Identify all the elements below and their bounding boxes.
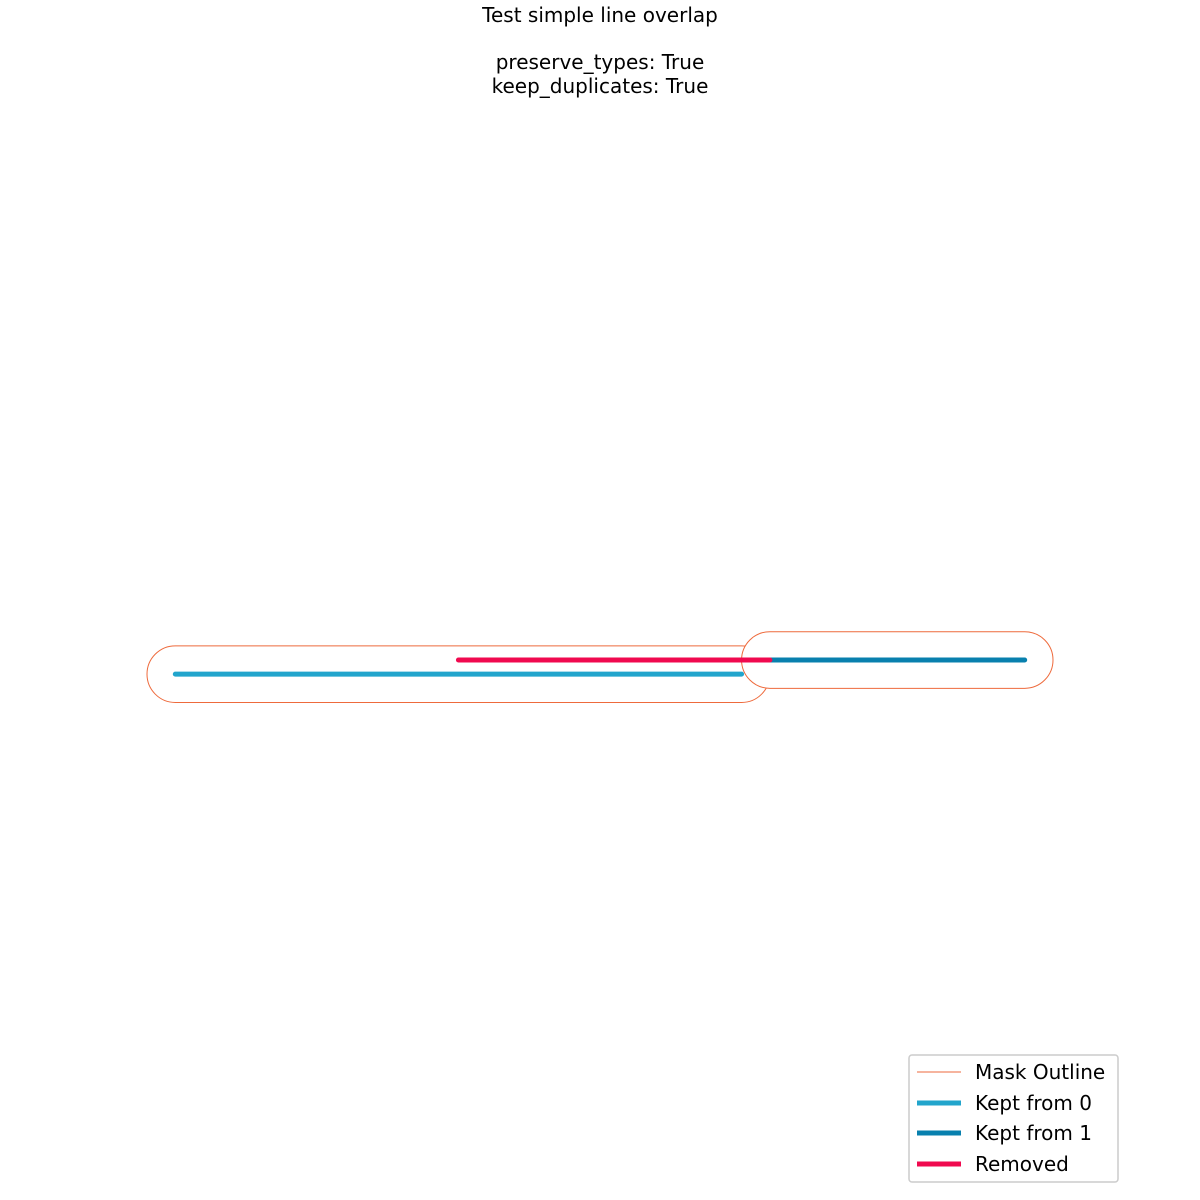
- title-line-3: preserve_types: True: [496, 50, 705, 74]
- legend-label-mask-outline: Mask Outline: [975, 1060, 1105, 1084]
- title-line-1: Test simple line overlap: [481, 3, 718, 27]
- plot-area: [146, 631, 1054, 703]
- chart-title: Test simple line overlap preserve_types:…: [481, 3, 718, 98]
- legend-entry-kept-from-1: Kept from 1: [917, 1121, 1092, 1145]
- legend-entry-removed: Removed: [917, 1152, 1069, 1176]
- legend: Mask Outline Kept from 0 Kept from 1 Rem…: [908, 1054, 1119, 1183]
- legend-entry-kept-from-0: Kept from 0: [917, 1091, 1092, 1115]
- title-line-4: keep_duplicates: True: [492, 74, 709, 98]
- legend-entry-mask-outline: Mask Outline: [917, 1060, 1105, 1084]
- legend-label-removed: Removed: [975, 1152, 1069, 1176]
- legend-label-kept-from-0: Kept from 0: [975, 1091, 1092, 1115]
- legend-label-kept-from-1: Kept from 1: [975, 1121, 1092, 1145]
- legend-frame: [908, 1054, 1119, 1183]
